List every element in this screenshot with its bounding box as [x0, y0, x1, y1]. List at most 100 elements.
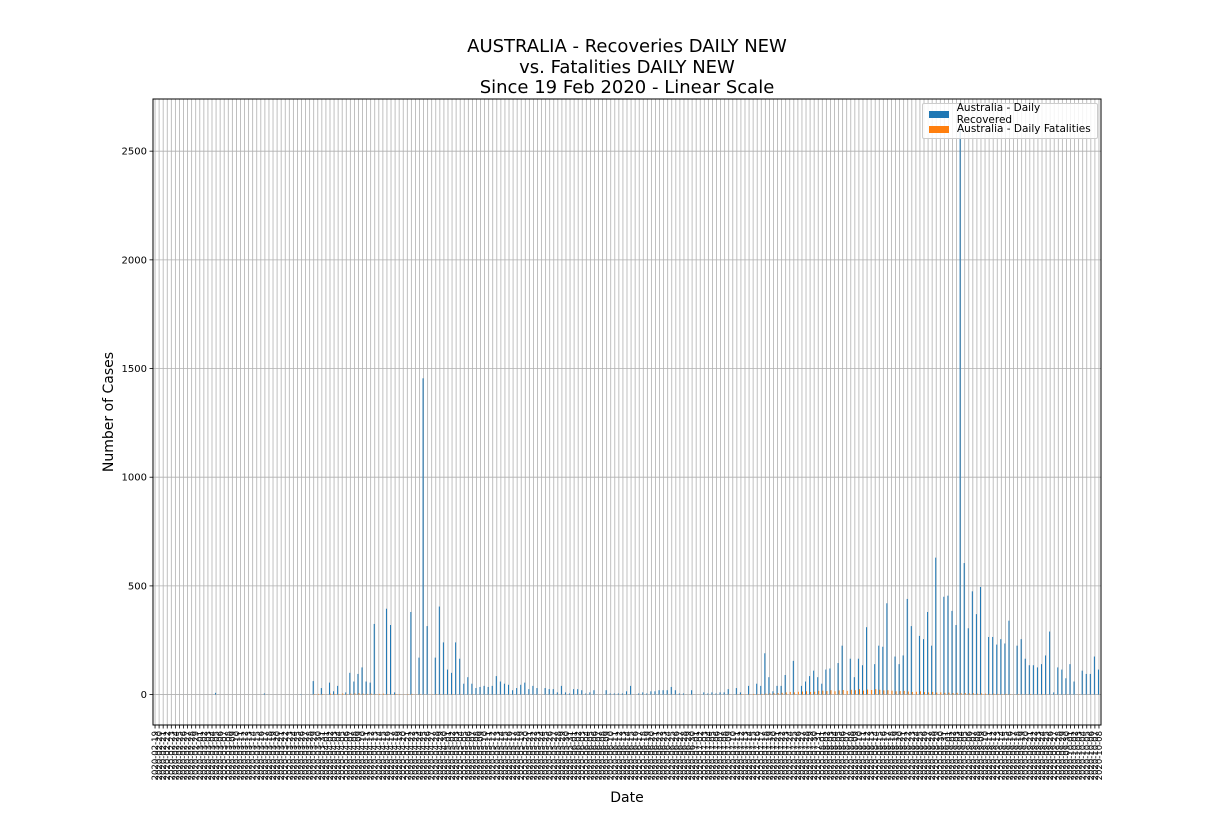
x-tick-label: 2020-04-04 — [334, 731, 344, 780]
x-tick-label: 2020-06-25 — [668, 731, 678, 780]
bar-recovered — [426, 626, 428, 695]
bar-recovered — [971, 591, 973, 695]
x-tick-label: 2020-03-28 — [306, 731, 316, 780]
x-tick-label: 2020-09-13 — [993, 731, 1003, 780]
x-tick-label: 2020-08-25 — [916, 731, 926, 780]
x-tick-label: 2020-03-06 — [216, 731, 226, 780]
x-tick-label: 2020-08-15 — [875, 731, 885, 780]
bar-recovered — [703, 692, 705, 695]
bar-fatalities — [777, 693, 779, 695]
x-tick-label: 2020-06-15 — [627, 731, 637, 780]
bar-recovered — [760, 685, 762, 695]
bar-recovered — [886, 603, 888, 695]
x-tick-label: 2020-09-06 — [965, 731, 975, 780]
bar-recovered — [711, 692, 713, 695]
bar-fatalities — [781, 692, 783, 695]
bar-recovered — [674, 690, 676, 695]
x-tick-label: 2020-03-02 — [200, 731, 210, 780]
bar-recovered — [1016, 645, 1018, 695]
x-tick-label: 2020-07-07 — [717, 731, 727, 780]
x-tick-label: 2020-06-07 — [595, 731, 605, 780]
x-tick-label: 2020-07-23 — [782, 731, 792, 780]
bar-fatalities — [769, 693, 771, 695]
x-tick-label: 2020-03-16 — [257, 731, 267, 780]
x-tick-label: 2020-08-31 — [940, 731, 950, 780]
bar-recovered — [459, 658, 461, 695]
x-tick-label: 2020-08-13 — [867, 731, 877, 780]
x-tick-label: 2020-06-13 — [619, 731, 629, 780]
bar-recovered — [662, 690, 664, 695]
x-tick-label: 2020-05-06 — [464, 731, 474, 780]
bar-recovered — [422, 378, 424, 695]
bar-recovered — [1081, 670, 1083, 695]
bar-recovered — [475, 688, 477, 695]
x-tick-label: 2020-03-11 — [236, 731, 246, 780]
y-tick-label: 1500 — [122, 364, 147, 375]
x-tick-label: 2020-08-04 — [831, 731, 841, 780]
x-tick-label: 2020-03-03 — [204, 731, 214, 780]
bar-recovered — [434, 657, 436, 695]
x-tick-label: 2020-08-16 — [879, 731, 889, 780]
x-tick-label: 2020-03-26 — [298, 731, 308, 780]
x-tick-label: 2020-10-08 — [1095, 731, 1105, 780]
x-tick-label: 2020-03-05 — [212, 731, 222, 780]
bar-recovered — [507, 684, 510, 695]
x-tick-label: 2020-09-18 — [1014, 731, 1024, 780]
bar-recovered — [544, 688, 546, 695]
x-tick-label: 2020-08-02 — [822, 731, 832, 780]
bar-recovered — [959, 127, 961, 695]
bar-recovered — [365, 681, 367, 695]
bar-recovered — [528, 689, 530, 695]
legend-swatch-recovered — [929, 110, 949, 118]
bar-recovered — [483, 685, 485, 695]
x-tick-label: 2020-09-12 — [989, 731, 999, 780]
x-tick-label: 2020-02-24 — [171, 731, 181, 780]
bar-recovered — [841, 645, 843, 695]
x-tick-label: 2020-02-27 — [184, 731, 194, 780]
x-tick-label: 2020-05-14 — [497, 731, 507, 780]
bar-recovered — [727, 689, 729, 695]
y-tick-label: 500 — [128, 581, 147, 592]
x-tick-label: 2020-08-18 — [887, 731, 897, 780]
bar-recovered — [857, 658, 859, 695]
bar-fatalities — [362, 693, 364, 695]
bar-fatalities — [317, 693, 319, 695]
x-tick-label: 2020-03-01 — [196, 731, 206, 780]
bar-fatalities — [875, 689, 877, 695]
bar-recovered — [906, 598, 908, 695]
x-tick-label: 2020-05-08 — [472, 731, 482, 780]
bar-recovered — [337, 685, 339, 695]
bar-recovered — [613, 693, 615, 695]
x-tick-label: 2020-09-24 — [1038, 731, 1048, 780]
x-tick-label: 2020-08-08 — [847, 731, 857, 780]
x-tick-label: 2020-03-07 — [220, 731, 230, 780]
x-tick-label: 2020-08-05 — [835, 731, 845, 780]
x-tick-label: 2020-09-25 — [1042, 731, 1052, 780]
bar-fatalities — [936, 692, 938, 695]
x-tick-label: 2020-09-19 — [1018, 731, 1028, 780]
x-tick-label: 2020-06-03 — [578, 731, 588, 780]
bar-fatalities — [850, 689, 852, 695]
bar-recovered — [691, 690, 693, 695]
bar-recovered — [605, 690, 607, 695]
bar-recovered — [1020, 639, 1022, 695]
bar-fatalities — [358, 693, 360, 695]
bar-recovered — [491, 685, 493, 695]
x-tick-label: 2020-09-14 — [997, 731, 1007, 780]
bar-recovered — [564, 692, 566, 695]
bar-fatalities — [342, 693, 344, 695]
bar-fatalities — [928, 692, 930, 695]
bar-recovered — [499, 681, 501, 695]
bar-recovered — [1097, 669, 1099, 695]
x-tick-label: 2020-04-24 — [415, 731, 425, 780]
x-tick-label: 2020-04-05 — [338, 731, 348, 780]
bar-fatalities — [907, 691, 909, 695]
x-tick-label: 2020-03-31 — [318, 731, 328, 780]
x-tick-label: 2020-06-20 — [647, 731, 657, 780]
x-tick-label: 2020-05-15 — [501, 731, 511, 780]
legend-swatch-fatalities — [929, 125, 949, 133]
x-tick-label: 2020-02-19 — [151, 731, 161, 780]
bar-recovered — [569, 693, 571, 695]
bar-fatalities — [382, 693, 384, 695]
x-tick-label: 2020-05-11 — [485, 731, 495, 780]
